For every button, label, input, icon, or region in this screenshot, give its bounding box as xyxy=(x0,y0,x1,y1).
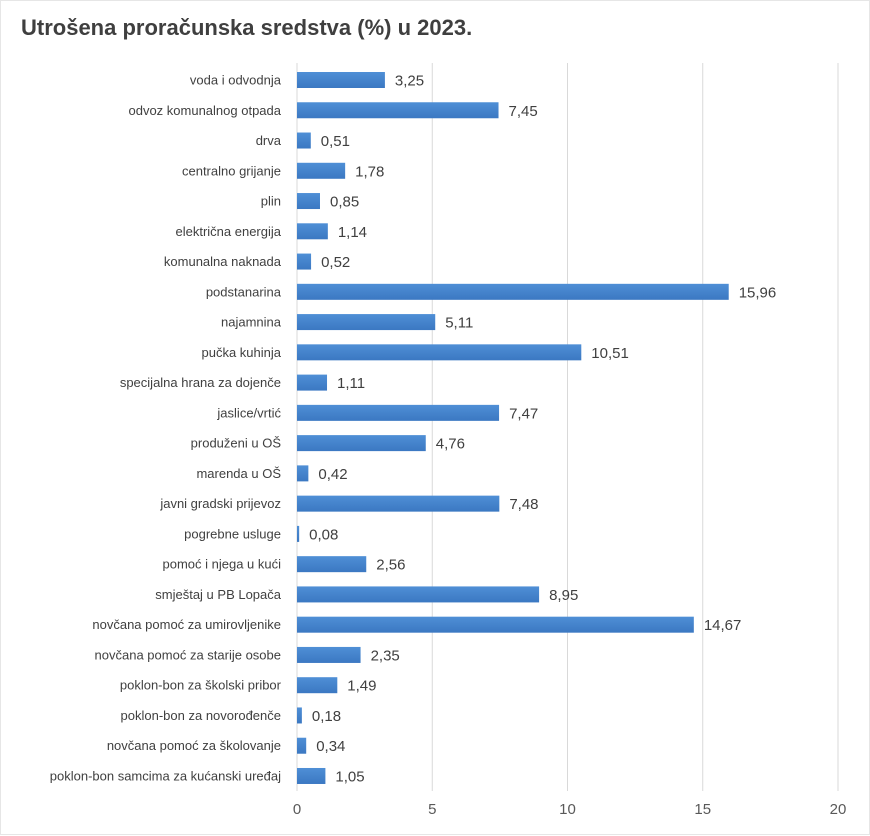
data-label: 1,05 xyxy=(335,768,364,785)
bar xyxy=(297,767,326,784)
data-label: 7,45 xyxy=(509,103,538,120)
bar xyxy=(297,646,361,663)
data-label: 0,52 xyxy=(321,254,350,271)
category-label: pomoć i njega u kući xyxy=(162,557,281,572)
data-label: 1,11 xyxy=(337,375,365,392)
bar xyxy=(297,253,312,270)
bar xyxy=(297,556,367,573)
bar xyxy=(297,616,694,633)
category-label: novčana pomoć za starije osobe xyxy=(95,647,281,662)
data-label: 0,85 xyxy=(330,194,359,211)
data-label: 1,78 xyxy=(355,163,384,180)
data-label: 10,51 xyxy=(591,345,629,362)
category-label: produženi u OŠ xyxy=(191,436,282,451)
category-label: plin xyxy=(261,194,281,209)
chart-title: Utrošena proračunska sredstva (%) u 2023… xyxy=(21,15,473,40)
bar xyxy=(297,586,540,603)
category-label: najamnina xyxy=(221,315,282,330)
category-label: novčana pomoć za školovanje xyxy=(107,738,281,753)
bar xyxy=(297,344,582,361)
bar xyxy=(297,162,346,179)
bar xyxy=(297,102,499,119)
category-label: javni gradski prijevoz xyxy=(159,496,281,511)
data-label: 7,48 xyxy=(509,496,538,513)
data-label: 2,35 xyxy=(371,647,400,664)
data-label: 2,56 xyxy=(376,557,405,574)
bar xyxy=(297,525,300,542)
category-label: pučka kuhinja xyxy=(202,345,282,360)
bar xyxy=(297,374,328,391)
x-tick-label: 15 xyxy=(694,801,711,818)
category-label: centralno grijanje xyxy=(182,163,281,178)
bar xyxy=(297,465,309,482)
bar xyxy=(297,223,328,240)
category-label: drva xyxy=(256,133,282,148)
data-label: 3,25 xyxy=(395,73,424,90)
bar xyxy=(297,677,338,694)
category-label: odvoz komunalnog otpada xyxy=(128,103,281,118)
data-label: 0,42 xyxy=(318,466,347,483)
category-label: marenda u OŠ xyxy=(196,466,281,481)
data-label: 5,11 xyxy=(445,315,473,332)
data-label: 0,34 xyxy=(316,738,345,755)
category-label: podstanarina xyxy=(206,284,282,299)
bar xyxy=(297,707,302,724)
data-label: 0,51 xyxy=(321,133,350,150)
category-label: novčana pomoć za umirovljenike xyxy=(92,617,281,632)
bar xyxy=(297,404,500,421)
bar xyxy=(297,314,436,331)
x-tick-label: 5 xyxy=(428,801,436,818)
data-label: 1,49 xyxy=(347,678,376,695)
category-label: poklon-bon samcima za kućanski uređaj xyxy=(50,768,281,783)
bar xyxy=(297,435,426,452)
bar xyxy=(297,72,385,88)
category-label: jaslice/vrtić xyxy=(216,405,281,420)
bar xyxy=(297,193,320,210)
data-label: 14,67 xyxy=(704,617,742,634)
data-label: 8,95 xyxy=(549,587,578,604)
bar xyxy=(297,737,307,754)
x-tick-label: 10 xyxy=(559,801,576,818)
category-label: poklon-bon za novorođenče xyxy=(121,708,281,723)
x-tick-label: 0 xyxy=(293,801,301,818)
bar xyxy=(297,495,500,512)
category-label: voda i odvodnja xyxy=(190,73,282,88)
category-label: električna energija xyxy=(175,224,281,239)
data-label: 4,76 xyxy=(436,436,465,453)
data-label: 7,47 xyxy=(509,405,538,422)
data-label: 0,08 xyxy=(309,526,338,543)
category-label: pogrebne usluge xyxy=(184,526,281,541)
bar xyxy=(297,132,311,149)
data-label: 0,18 xyxy=(312,708,341,725)
category-label: poklon-bon za školski pribor xyxy=(120,678,282,693)
category-label: komunalna naknada xyxy=(164,254,282,269)
category-label: smještaj u PB Lopača xyxy=(155,587,282,602)
bar xyxy=(297,283,729,300)
category-label: specijalna hrana za dojenče xyxy=(120,375,281,390)
x-tick-label: 20 xyxy=(830,801,847,818)
data-label: 1,14 xyxy=(338,224,367,241)
data-label: 15,96 xyxy=(739,284,777,301)
